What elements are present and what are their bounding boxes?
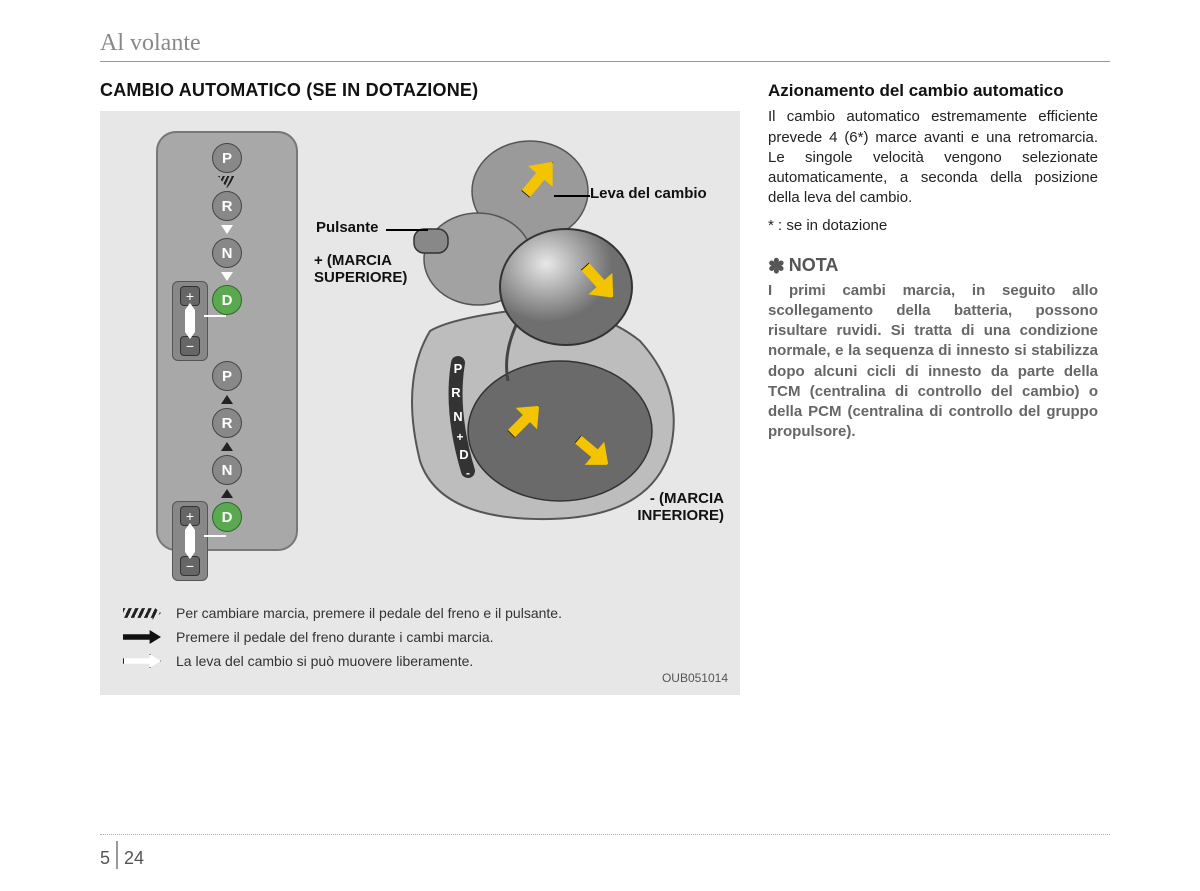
minus-label: − (180, 336, 200, 356)
page-number: 5 24 (100, 841, 144, 869)
label-pulsante: Pulsante (316, 219, 379, 236)
nota-heading: ✽NOTA (768, 252, 1098, 277)
legend-text: Per cambiare marcia, premere il pedale d… (176, 605, 562, 621)
arrow-up-icon (221, 489, 233, 498)
connector-line (204, 535, 226, 537)
left-column: CAMBIO AUTOMATICO (SE IN DOTAZIONE) P R … (100, 80, 740, 695)
label-leva: Leva del cambio (590, 185, 707, 202)
gear-p: P (212, 361, 242, 391)
gear-p: P (212, 143, 242, 173)
svg-text:+: + (456, 430, 463, 444)
gear-d: D (212, 502, 242, 532)
legend-row: Premere il pedale del freno durante i ca… (120, 629, 720, 645)
minus-label: − (180, 556, 200, 576)
gear-r: R (212, 191, 242, 221)
arrow-up-icon (221, 395, 233, 404)
chapter-title: Al volante (100, 30, 1110, 62)
svg-text:-: - (466, 466, 470, 480)
figure-code: OUB051014 (662, 671, 728, 685)
gear-d: D (212, 285, 242, 315)
legend-row: La leva del cambio si può muovere libera… (120, 653, 720, 669)
gear-n: N (212, 455, 242, 485)
arrow-striped-icon (218, 176, 236, 188)
subheading: Azionamento del cambio automatico (768, 80, 1098, 101)
figure-legend: Per cambiare marcia, premere il pedale d… (120, 597, 720, 677)
svg-text:R: R (451, 385, 461, 400)
right-column: Azionamento del cambio automatico Il cam… (768, 80, 1098, 695)
figure-box: P R N D + − P (100, 111, 740, 695)
manual-page: Al volante CAMBIO AUTOMATICO (SE IN DOTA… (0, 0, 1200, 891)
arrow-up-icon (221, 442, 233, 451)
outline-arrow-icon (123, 654, 161, 668)
label-down: - (MARCIA INFERIORE) (604, 491, 724, 524)
sport-shift-top: + − (172, 281, 208, 361)
page-number-value: 24 (124, 848, 144, 869)
svg-text:P: P (454, 361, 463, 376)
hatched-arrow-icon (123, 606, 161, 620)
label-line (554, 195, 590, 197)
legend-text: Premere il pedale del freno durante i ca… (176, 629, 494, 645)
label-up: + (MARCIA SUPERIORE) (314, 253, 434, 286)
legend-text: La leva del cambio si può muovere libera… (176, 653, 473, 669)
asterisk-icon: ✽ (768, 256, 785, 278)
solid-arrow-icon (123, 630, 161, 644)
svg-text:D: D (459, 447, 468, 462)
svg-text:N: N (453, 409, 462, 424)
content-columns: CAMBIO AUTOMATICO (SE IN DOTAZIONE) P R … (100, 80, 1110, 695)
gear-group-top: P R N D (212, 141, 242, 317)
connector-line (204, 315, 226, 317)
chapter-number: 5 (100, 848, 110, 869)
footer-rule (100, 834, 1110, 835)
arrow-down-icon (221, 272, 233, 281)
section-title: CAMBIO AUTOMATICO (SE IN DOTAZIONE) (100, 80, 740, 101)
nota-label: NOTA (789, 255, 839, 275)
gear-panel: P R N D + − P (156, 131, 298, 551)
sport-shift-bottom: + − (172, 501, 208, 581)
arrow-down-icon (221, 225, 233, 234)
shift-line-icon (185, 530, 195, 552)
nota-body: I primi cambi marcia, in seguito allo sc… (768, 281, 1098, 443)
footnote: * : se in dotazione (768, 217, 1098, 234)
body-paragraph: Il cambio automatico estremamente effici… (768, 107, 1098, 208)
label-line (386, 229, 428, 231)
page-divider-icon (116, 841, 118, 869)
gear-r: R (212, 408, 242, 438)
gear-n: N (212, 238, 242, 268)
gear-group-bottom: P R N D (212, 359, 242, 534)
legend-row: Per cambiare marcia, premere il pedale d… (120, 605, 720, 621)
shift-line-icon (185, 310, 195, 332)
